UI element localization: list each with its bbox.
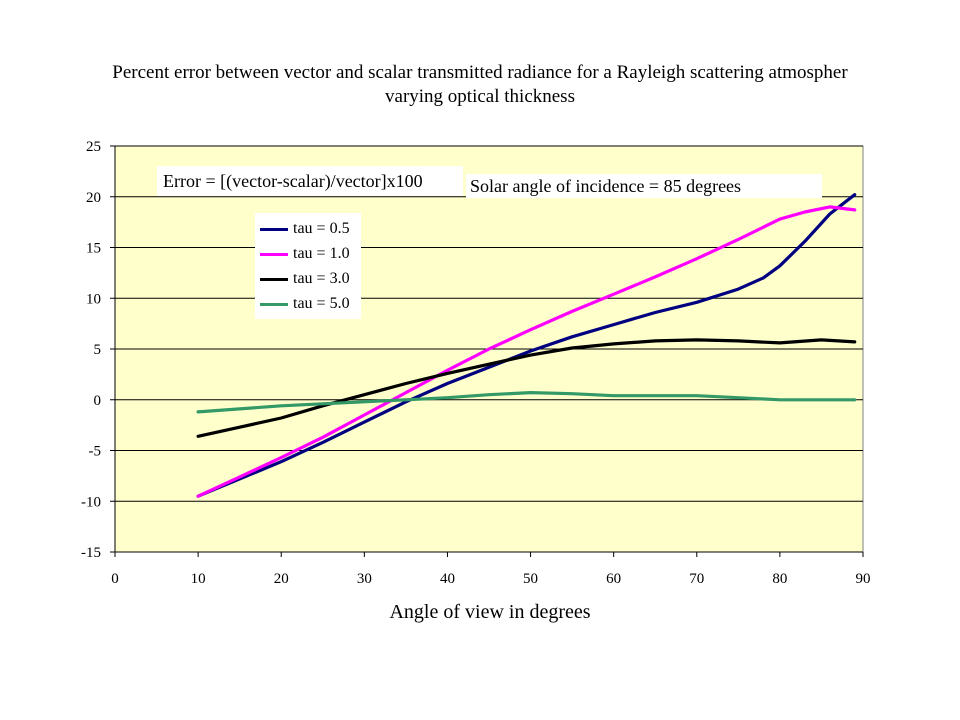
- series-line-tau-5-0: [196, 391, 857, 414]
- y-tick-label: 20: [86, 190, 101, 206]
- chart-title-line-1: Percent error between vector and scalar …: [112, 62, 848, 83]
- legend-swatch: [260, 252, 288, 256]
- chart-legend: tau = 0.5 tau = 1.0 tau = 3.0 tau = 5.0: [255, 213, 361, 319]
- x-tick-label: 60: [606, 571, 621, 587]
- x-tick-label: 0: [111, 571, 119, 587]
- legend-item-tau-3-0: tau = 3.0: [260, 269, 350, 289]
- legend-item-tau-1-0: tau = 1.0: [260, 244, 350, 264]
- legend-label: tau = 0.5: [293, 220, 350, 237]
- x-tick-label: 10: [191, 571, 206, 587]
- series-line-tau-3-0: [196, 338, 857, 438]
- legend-label: tau = 1.0: [293, 245, 350, 262]
- y-tick-label: 25: [86, 139, 101, 155]
- legend-item-tau-0-5: tau = 0.5: [260, 219, 350, 239]
- series-line-tau-0-5: [196, 193, 857, 498]
- legend-swatch: [260, 277, 288, 281]
- legend-swatch: [260, 227, 288, 231]
- x-tick-label: 90: [856, 571, 871, 587]
- x-tick-label: 30: [357, 571, 372, 587]
- y-tick-label: -5: [89, 444, 102, 460]
- y-tick-label: 15: [86, 241, 101, 257]
- error-formula-note: Error = [(vector-scalar)/vector]x100: [157, 166, 463, 196]
- legend-item-tau-5-0: tau = 5.0: [260, 294, 350, 314]
- legend-label: tau = 5.0: [293, 295, 350, 312]
- y-tick-label: 10: [86, 291, 101, 307]
- x-tick-label: 40: [440, 571, 455, 587]
- y-tick-label: 0: [94, 393, 102, 409]
- series-line-tau-1-0: [196, 205, 857, 498]
- x-tick-label: 20: [274, 571, 289, 587]
- legend-label: tau = 3.0: [293, 270, 350, 287]
- x-axis-label: Angle of view in degrees: [389, 601, 591, 623]
- x-tick-label: 70: [689, 571, 704, 587]
- x-tick-label: 50: [523, 571, 538, 587]
- x-tick-label: 80: [772, 571, 787, 587]
- legend-swatch: [260, 302, 288, 306]
- y-tick-label: -15: [81, 545, 101, 561]
- y-tick-label: -10: [81, 494, 101, 510]
- chart-title-line-2: varying optical thickness: [385, 86, 575, 107]
- y-tick-label: 5: [94, 342, 102, 358]
- solar-angle-note: Solar angle of incidence = 85 degrees: [466, 174, 822, 198]
